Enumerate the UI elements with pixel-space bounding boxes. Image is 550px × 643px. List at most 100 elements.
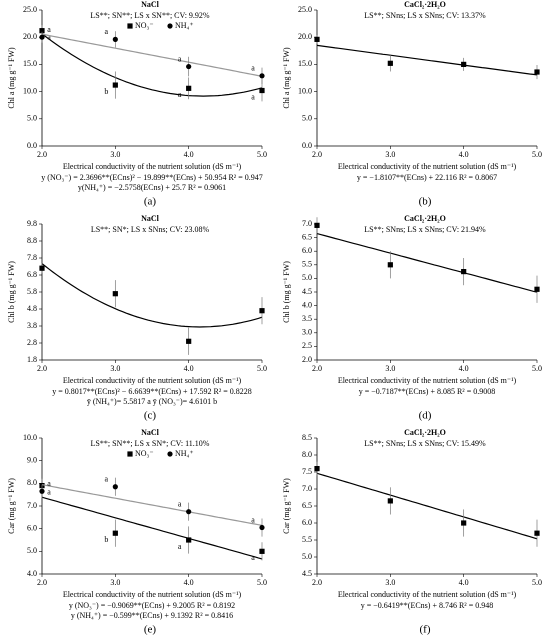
x-tick-label: 3.0 — [110, 578, 120, 587]
y-tick-label: 2.5 — [302, 341, 312, 350]
point — [112, 484, 118, 490]
legend-label: NO₃⁻ — [135, 449, 154, 458]
point — [314, 466, 320, 472]
y-tick-label: 3.8 — [27, 321, 37, 330]
x-tick-label: 2.0 — [37, 578, 47, 587]
legend-marker — [127, 451, 133, 457]
point — [387, 60, 393, 66]
x-tick-label: 5.0 — [257, 364, 267, 373]
y-tick-label: 6.5 — [302, 232, 312, 241]
y-tick-label: 4.0 — [302, 300, 312, 309]
point — [112, 36, 118, 42]
x-axis-label: Electrical conductivity of the nutrient … — [63, 162, 242, 171]
x-tick-label: 3.0 — [110, 150, 120, 159]
point — [534, 530, 540, 536]
point — [259, 308, 265, 314]
chart-title: CaCl₂·2H₂O — [404, 0, 446, 9]
point — [461, 269, 467, 275]
equation: ȳ (NH₄⁺)= 5.5817 a ȳ (NO₃⁻)= 4.6101 b — [87, 397, 217, 406]
point — [112, 291, 118, 297]
letter: a — [251, 553, 255, 562]
y-axis-label: Chl b (mg g⁻¹ FW) — [282, 261, 291, 323]
letter: a — [251, 64, 255, 73]
x-tick-label: 2.0 — [312, 150, 322, 159]
equation: y (NH₄⁺) = −0.599**(ECns) + 9.1392 R² = … — [71, 611, 233, 620]
y-tick-label: 4.5 — [302, 569, 312, 578]
y-tick-label: 7.8 — [27, 253, 37, 262]
x-tick-label: 4.0 — [459, 364, 469, 373]
y-tick-label: 6.0 — [302, 518, 312, 527]
x-tick-label: 5.0 — [257, 150, 267, 159]
chart-title: NaCl — [141, 428, 160, 437]
y-tick-label: 15.0 — [298, 59, 312, 68]
trend-line — [316, 44, 538, 76]
y-tick-label: 5.0 — [302, 273, 312, 282]
point — [314, 36, 320, 42]
panel-label: (a) — [144, 196, 157, 208]
letter: a — [47, 33, 51, 42]
y-tick-label: 15.0 — [23, 59, 37, 68]
point — [186, 85, 192, 91]
y-tick-label: 25.0 — [298, 5, 312, 14]
point — [186, 537, 192, 543]
y-tick-label: 7.0 — [302, 484, 312, 493]
y-axis-label: Car (mg g⁻¹ FW) — [7, 478, 16, 534]
y-tick-label: 25.0 — [23, 5, 37, 14]
y-tick-label: 6.0 — [27, 523, 37, 532]
point — [534, 286, 540, 292]
y-tick-label: 0.0 — [27, 141, 37, 150]
y-tick-label: 9.0 — [27, 455, 37, 464]
panel-label: (b) — [419, 196, 432, 208]
y-tick-label: 1.8 — [27, 355, 37, 364]
x-tick-label: 5.0 — [532, 578, 542, 587]
y-tick-label: 4.0 — [27, 569, 37, 578]
y-tick-label: 5.5 — [302, 260, 312, 269]
y-tick-label: 3.0 — [302, 328, 312, 337]
point — [186, 509, 192, 515]
legend-marker — [167, 23, 173, 29]
equation: y (NO₃⁻) = −0.9069**(ECns) + 9.2005 R² =… — [69, 601, 235, 610]
y-tick-label: 4.8 — [27, 304, 37, 313]
point — [387, 262, 393, 268]
y-tick-label: 7.0 — [302, 219, 312, 228]
letter: a — [47, 25, 51, 34]
y-axis-label: Car (mg g⁻¹ FW) — [282, 478, 291, 534]
x-tick-label: 5.0 — [257, 578, 267, 587]
point — [387, 498, 393, 504]
y-tick-label: 0.0 — [302, 141, 312, 150]
point — [112, 530, 118, 536]
point — [186, 338, 192, 344]
subtitle: LS**; SN**; LS x SN*; CV: 11.10% — [91, 439, 210, 448]
panel: CaCl₂·2H₂O LS**; SNns; LS x SNns; CV: 15.… — [282, 428, 542, 636]
y-tick-label: 3.5 — [302, 314, 312, 323]
x-tick-label: 4.0 — [184, 150, 194, 159]
point — [39, 488, 45, 494]
chart-title: CaCl₂·2H₂O — [404, 428, 446, 437]
y-tick-label: 9.8 — [27, 219, 37, 228]
x-tick-label: 4.0 — [459, 578, 469, 587]
point — [259, 73, 265, 79]
subtitle: LS**; SN**; LS x SN**; CV: 9.92% — [90, 11, 210, 20]
y-tick-label: 6.0 — [302, 246, 312, 255]
point — [259, 524, 265, 531]
subtitle: LS**; SNns; LS x SNns; CV: 15.49% — [364, 439, 486, 448]
equation: y(NH₄⁺) = −2.5758(ECns) + 25.7 R² = 0.90… — [78, 183, 226, 192]
point — [259, 548, 265, 554]
chart-title: CaCl₂·2H₂O — [404, 214, 446, 223]
x-axis-label: Electrical conductivity of the nutrient … — [63, 376, 242, 385]
letter: a — [251, 515, 255, 524]
panel-label: (d) — [419, 410, 432, 422]
y-tick-label: 8.8 — [27, 236, 37, 245]
x-axis-label: Electrical conductivity of the nutrient … — [338, 162, 517, 171]
letter: a — [178, 54, 182, 63]
panel-label: (e) — [144, 624, 157, 636]
point — [314, 222, 320, 228]
point — [259, 87, 265, 94]
letter: a — [178, 542, 182, 551]
letter: a — [105, 27, 109, 36]
y-tick-label: 10.0 — [298, 86, 312, 95]
panel: CaCl₂·2H₂O LS**; SNns; LS x SNns; CV: 13.… — [282, 0, 542, 208]
letter: a — [47, 479, 51, 488]
